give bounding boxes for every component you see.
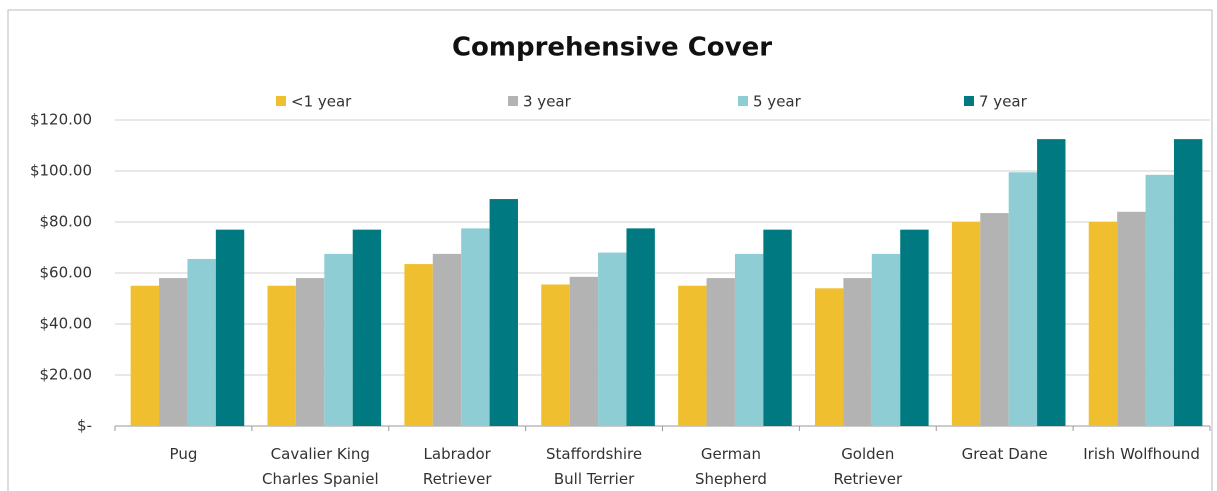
bar	[432, 253, 462, 426]
chart-title: Comprehensive Cover	[452, 33, 772, 63]
bar	[215, 229, 245, 426]
bar	[324, 253, 353, 426]
x-tick-label: German Shepherd	[695, 445, 767, 488]
legend-label: <1 year	[291, 93, 352, 111]
x-tick-label: Cavalier King Charles Spaniel	[262, 445, 379, 488]
x-tick-label: Pug	[170, 445, 198, 463]
x-tick-label: Great Dane	[962, 445, 1048, 463]
bar	[951, 222, 981, 426]
bar	[541, 284, 570, 426]
legend-label: 5 year	[753, 93, 802, 111]
x-tick-label: Golden Retriever	[833, 445, 903, 488]
bar	[1088, 222, 1118, 426]
bar	[1145, 174, 1174, 426]
y-tick-label: $80.00	[40, 213, 93, 231]
y-tick-label: $60.00	[40, 264, 93, 282]
bar	[130, 285, 160, 426]
bar	[763, 229, 792, 426]
legend-swatch	[276, 96, 286, 106]
bar	[843, 278, 872, 426]
bar	[598, 252, 627, 426]
bar	[678, 285, 707, 426]
legend-swatch	[738, 96, 748, 106]
x-tick-label: Irish Wolfhound	[1083, 445, 1200, 463]
y-tick-label: $120.00	[30, 111, 92, 129]
bar	[404, 264, 433, 426]
bar	[1117, 211, 1146, 426]
legend-swatch	[964, 96, 974, 106]
bar	[1173, 139, 1203, 426]
bar	[159, 278, 188, 426]
y-tick-label: $20.00	[40, 366, 93, 384]
legend-label: 3 year	[523, 93, 572, 111]
bar	[295, 278, 325, 426]
bar	[706, 278, 735, 426]
bar	[900, 229, 929, 426]
bar	[461, 228, 490, 426]
bar	[1008, 172, 1038, 426]
bar	[1037, 139, 1066, 426]
bar	[626, 228, 655, 426]
legend-label: 7 year	[979, 93, 1028, 111]
x-tick-label: Labrador Retriever	[423, 445, 493, 488]
bar	[871, 253, 901, 426]
bar	[187, 258, 216, 426]
y-tick-label: $100.00	[30, 162, 92, 180]
bar	[489, 199, 518, 426]
bar	[569, 276, 599, 426]
y-tick-label: $40.00	[40, 315, 93, 333]
legend-swatch	[508, 96, 518, 106]
bar	[815, 288, 844, 426]
bar	[267, 285, 296, 426]
bar	[352, 229, 382, 426]
bar	[980, 213, 1009, 426]
bar	[734, 253, 764, 426]
x-tick-label: Staffordshire Bull Terrier	[546, 445, 642, 488]
y-tick-label: $-	[77, 417, 92, 435]
